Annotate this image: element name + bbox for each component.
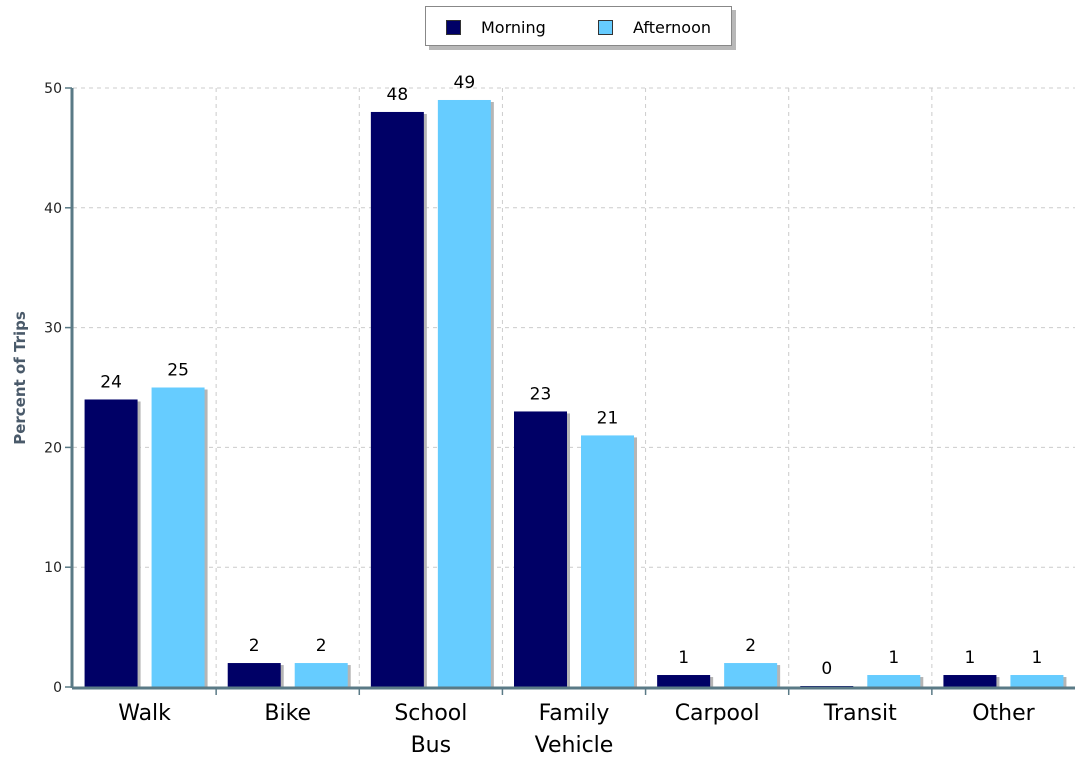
chart-legend: Morning Afternoon [425,6,732,46]
bar-afternoon [1010,675,1064,687]
bar-afternoon [867,675,921,687]
bar-morning [943,675,997,687]
data-label: 25 [167,361,189,381]
legend-item-afternoon: Afternoon [598,18,711,37]
bar-afternoon [724,663,778,687]
bar-morning [514,411,567,687]
data-label: 0 [821,659,832,679]
legend-swatch-afternoon [598,20,613,35]
bar-morning [84,399,138,687]
data-label: 48 [387,85,409,105]
bar-afternoon [294,663,348,687]
data-label: 21 [597,408,619,428]
legend-label-afternoon: Afternoon [633,18,711,37]
data-label: 2 [745,636,756,656]
data-label: 49 [454,73,476,93]
x-tick-label: Bike [264,701,311,726]
legend-item-morning: Morning [446,18,546,37]
data-label: 23 [530,384,552,404]
bar-afternoon [151,387,205,687]
bar-morning [370,111,424,687]
x-tick-label: Carpool [675,701,760,726]
data-label: 1 [965,648,976,668]
y-tick-label: 20 [44,440,62,456]
data-label: 1 [678,648,689,668]
bar-afternoon [581,435,634,687]
y-tick-label: 40 [44,201,62,217]
data-label: 2 [249,636,260,656]
y-tick-label: 30 [44,321,62,337]
bar-morning [227,663,281,687]
data-label: 24 [100,372,122,392]
y-tick-label: 0 [53,680,62,696]
x-tick-label: School Bus [394,701,467,758]
legend-label-morning: Morning [481,18,546,37]
y-tick-label: 10 [44,560,62,576]
bar-afternoon [437,99,491,688]
bar-morning [657,675,711,687]
data-label: 1 [888,648,899,668]
data-label: 1 [1032,648,1043,668]
y-tick-label: 50 [44,81,62,97]
x-tick-label: Walk [118,701,171,726]
x-tick-label: Transit [823,701,897,726]
x-tick-label: Other [972,701,1035,726]
x-tick-label: Family Vehicle [535,701,614,758]
legend-swatch-morning [446,20,461,35]
data-label: 2 [316,636,327,656]
